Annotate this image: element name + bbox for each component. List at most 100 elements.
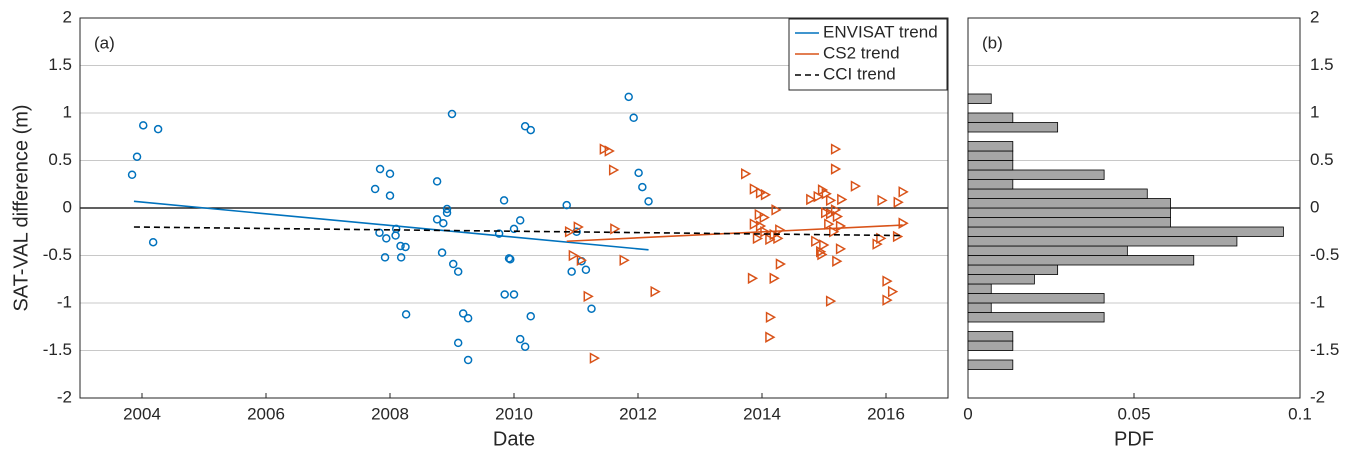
point	[877, 194, 888, 207]
point	[610, 223, 621, 235]
point	[824, 218, 835, 230]
y-tick-label: 1	[1310, 102, 1319, 121]
point	[370, 184, 380, 194]
point	[608, 164, 620, 176]
point	[437, 248, 447, 257]
point	[825, 295, 837, 307]
x-tick-label: 2010	[495, 404, 533, 423]
histogram-bar	[967, 122, 1059, 133]
point	[153, 124, 163, 134]
point	[893, 196, 904, 209]
point	[447, 109, 457, 119]
point	[494, 229, 504, 238]
point	[765, 331, 776, 343]
point	[820, 206, 832, 219]
y-axis-label: SAT-VAL difference (m)	[10, 104, 32, 311]
y-tick-label: 1.5	[1310, 55, 1334, 74]
y-tick-label: 0	[1310, 197, 1319, 216]
point	[830, 163, 842, 175]
point	[432, 177, 442, 186]
point	[568, 249, 579, 262]
point	[432, 215, 442, 224]
point	[463, 313, 473, 323]
point	[599, 143, 610, 155]
point	[448, 259, 458, 269]
point	[819, 239, 830, 251]
x-axis-label: PDF	[1114, 428, 1154, 450]
histogram-bar	[967, 179, 1014, 190]
point	[520, 342, 530, 351]
y-tick-label: -1.5	[43, 340, 72, 359]
histogram-bar	[967, 150, 1014, 161]
point	[752, 232, 764, 245]
point	[520, 122, 530, 131]
point	[401, 310, 411, 319]
point	[887, 285, 899, 298]
legend-label: ENVISAT trend	[823, 22, 938, 41]
point	[442, 204, 452, 214]
point	[375, 164, 385, 174]
histogram-bar	[967, 312, 1105, 323]
histogram-bar	[967, 207, 1171, 218]
point	[832, 255, 843, 267]
point	[765, 311, 777, 324]
point	[760, 188, 772, 201]
point	[439, 218, 448, 228]
point	[829, 225, 840, 238]
panel-label: (a)	[94, 33, 115, 52]
y-tick-label: 2	[1310, 7, 1319, 26]
point	[634, 168, 643, 178]
y-tick-label: 0	[63, 197, 72, 216]
point	[589, 352, 601, 364]
point	[385, 169, 395, 179]
point	[573, 221, 584, 233]
point	[882, 294, 893, 306]
point	[500, 290, 509, 299]
point	[624, 92, 633, 102]
y-tick-label: -1	[1310, 292, 1325, 311]
point	[515, 334, 525, 344]
point	[587, 304, 596, 313]
point	[526, 312, 535, 321]
point	[755, 187, 767, 199]
point	[604, 145, 615, 157]
y-tick-label: -0.5	[1310, 245, 1339, 264]
point	[515, 216, 525, 225]
point	[825, 194, 837, 207]
point	[509, 224, 519, 234]
point	[754, 208, 765, 221]
point	[898, 186, 909, 198]
y-tick-label: -2	[57, 387, 72, 406]
point	[463, 355, 473, 365]
histogram-bar	[967, 160, 1014, 171]
point	[817, 248, 828, 261]
point	[562, 200, 571, 210]
y-tick-label: 2	[63, 7, 72, 26]
point	[509, 290, 519, 299]
x-tick-label: 0.05	[1117, 404, 1150, 423]
point	[769, 272, 780, 285]
point	[747, 272, 759, 285]
legend-label: CS2 trend	[823, 43, 900, 62]
point	[898, 217, 909, 229]
point	[629, 113, 638, 122]
point	[837, 193, 848, 206]
point	[749, 183, 760, 195]
trend-line	[133, 200, 649, 251]
point	[830, 143, 842, 155]
histogram-bar	[967, 264, 1059, 275]
point	[396, 241, 405, 251]
point	[892, 230, 904, 243]
histogram-bar	[967, 93, 992, 104]
y-tick-label: 1.5	[48, 55, 72, 74]
x-tick-label: 0.1	[1288, 404, 1312, 423]
plot-frame	[79, 17, 949, 399]
x-tick-label: 2006	[247, 404, 285, 423]
histogram-bar	[967, 226, 1284, 237]
y-tick-label: -1.5	[1310, 340, 1339, 359]
histogram-bar	[967, 141, 1014, 152]
point	[567, 267, 576, 276]
y-tick-label: -0.5	[43, 245, 72, 264]
histogram-bar	[967, 169, 1105, 180]
